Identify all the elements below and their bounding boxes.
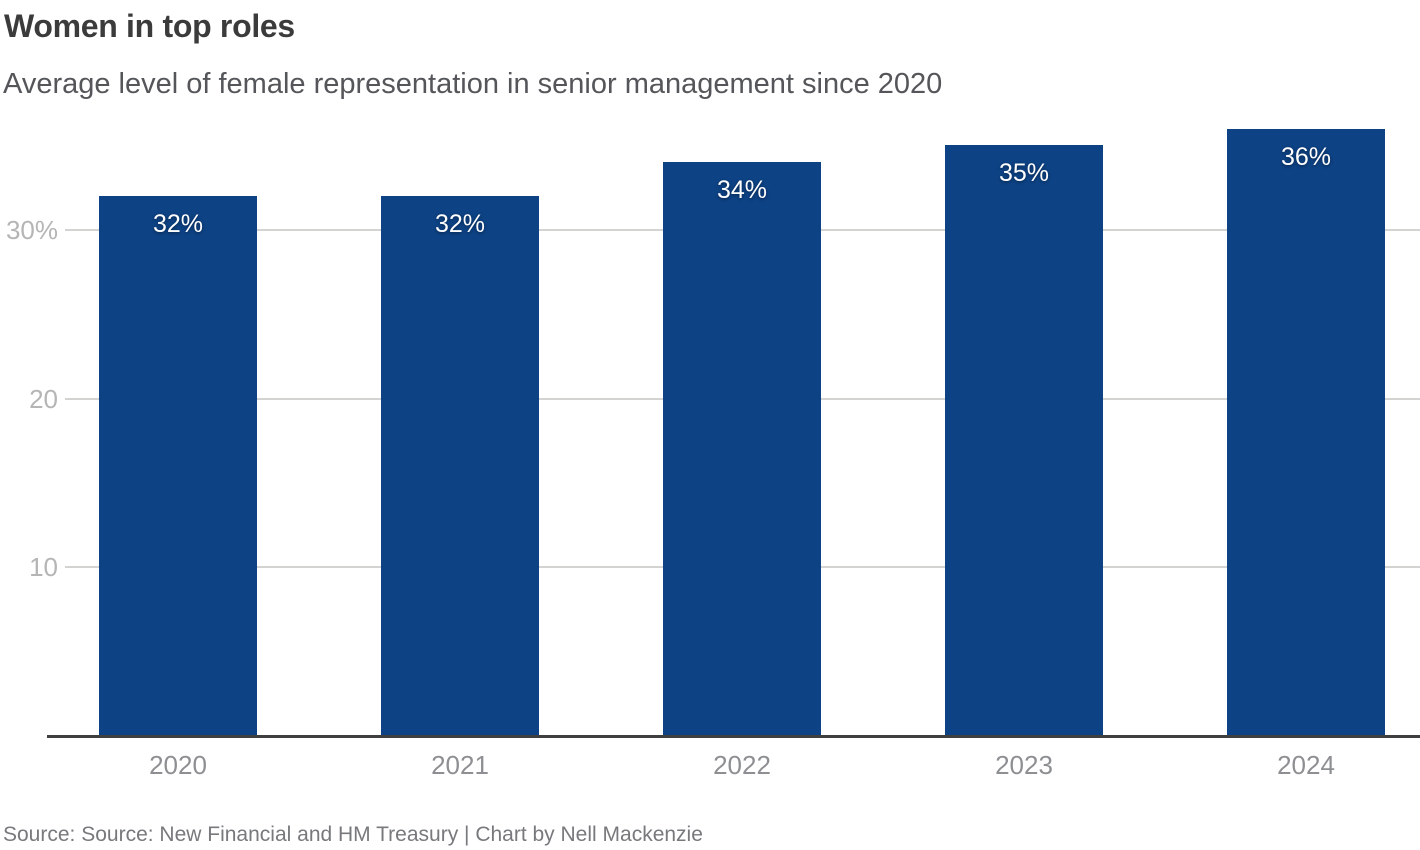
bar-value-label: 32% [152,210,204,238]
bar-2021 [381,196,539,736]
bar-value-label: 36% [1280,142,1332,171]
chart-subtitle: Average level of female representation i… [3,68,943,100]
bar-2023 [945,145,1103,736]
x-axis-tick-label: 2024 [1277,750,1335,780]
chart-title: Women in top roles [4,8,295,44]
bar-value-label: 32% [434,210,486,238]
bar-value-label: 34% [716,176,768,205]
bar-2020 [99,196,257,736]
bar-2022 [663,162,821,736]
bar-value-label: 35% [998,159,1050,188]
y-axis-tick-label: 20 [29,383,58,414]
x-axis-line [47,735,1420,738]
x-axis-tick-label: 2020 [149,750,207,780]
y-axis-tick-label: 10 [29,552,58,583]
x-axis-tick-label: 2021 [431,750,489,780]
bar-2024 [1227,128,1385,736]
x-axis-tick-label: 2023 [995,750,1053,780]
y-axis-tick-label: 30% [5,214,58,245]
x-axis-tick-label: 2022 [713,750,771,780]
source-note: Source: Source: New Financial and HM Tre… [3,823,703,846]
